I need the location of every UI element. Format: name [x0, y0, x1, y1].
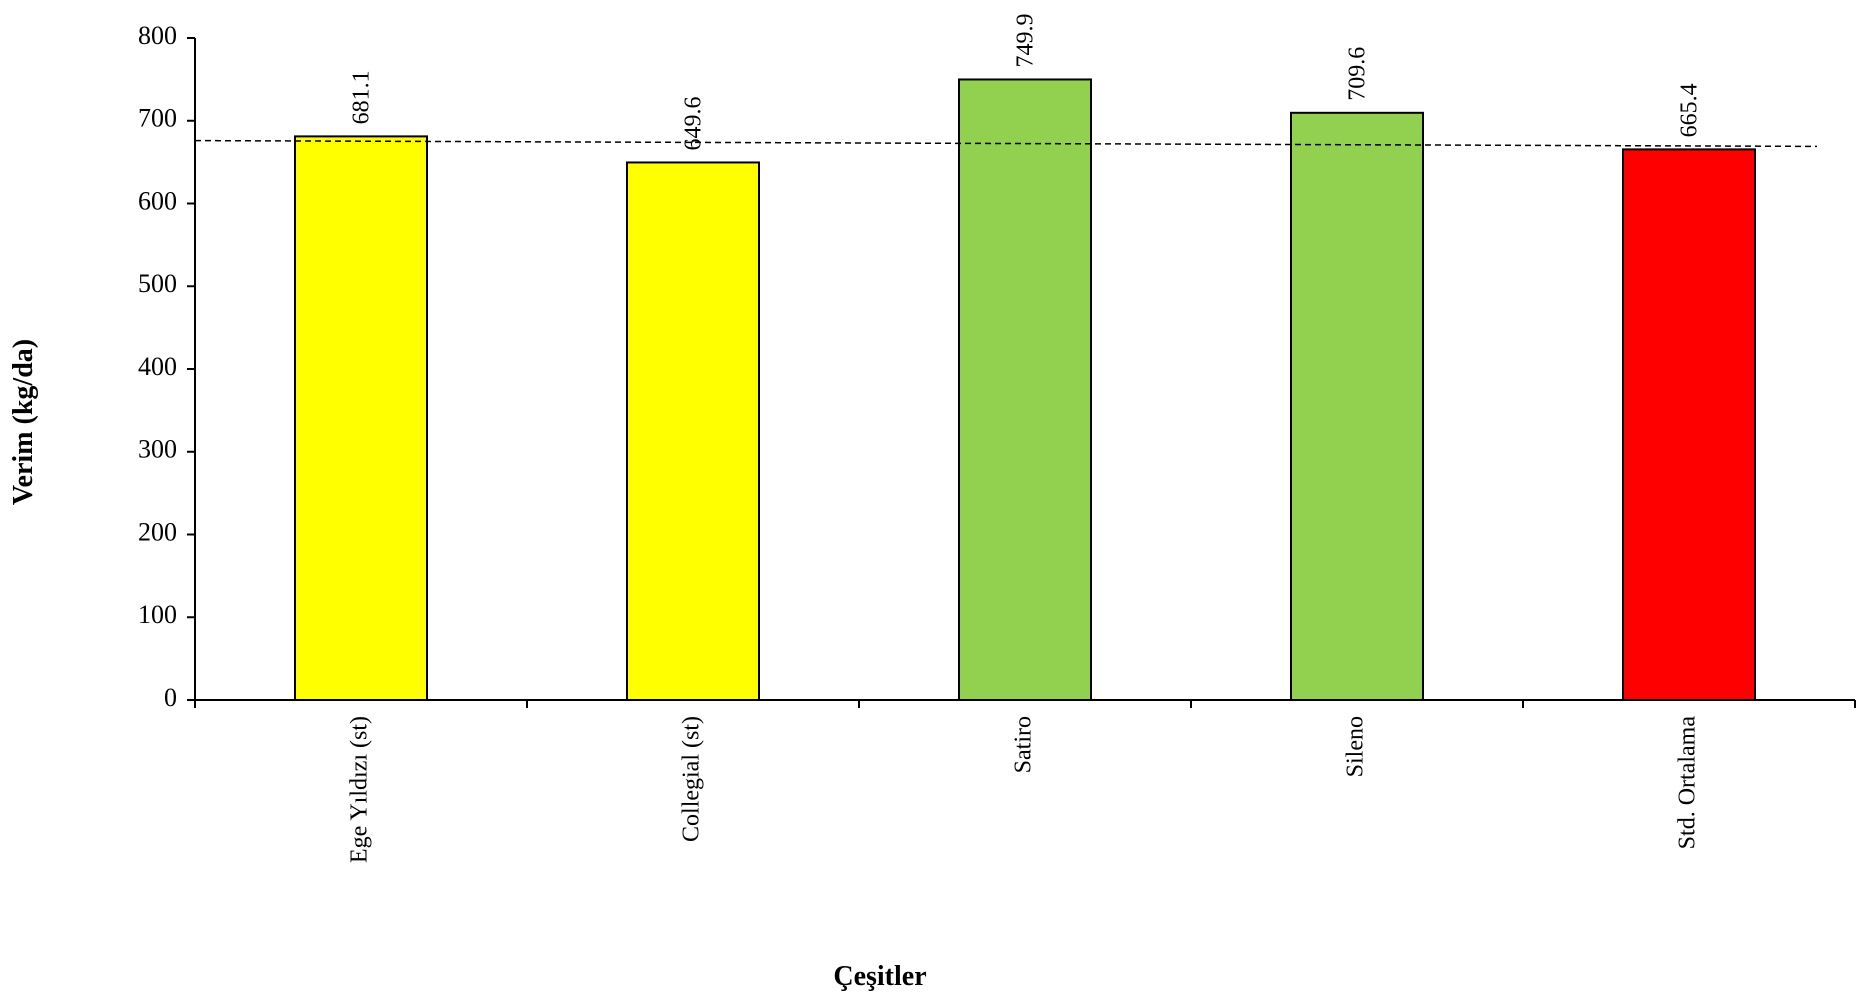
y-tick-label: 500 [138, 269, 177, 298]
x-tick-label: Ege Yıldızı (st) [347, 716, 373, 863]
y-tick-label: 0 [164, 683, 177, 712]
bar [1622, 148, 1756, 702]
x-tick-label: Collegial (st) [679, 716, 705, 842]
x-axis-title: Çeşitler [833, 961, 926, 992]
x-tick-label: Std. Ortalama [1675, 716, 1701, 850]
x-tick-label: Satiro [1011, 716, 1037, 773]
labels-layer: 681.1 Ege Yıldızı (st) 649.6 Collegial (st)… [138, 13, 1703, 863]
reference-line [194, 139, 1818, 148]
y-tick-label: 200 [138, 517, 177, 546]
data-label: 649.6 [681, 96, 707, 150]
y-tick-label: 300 [138, 435, 177, 464]
x-tick-label: Sileno [1343, 716, 1369, 777]
data-label: 749.9 [1013, 13, 1039, 67]
y-tick-label: 600 [138, 186, 177, 215]
y-axis-title: Verim (kg/da) [8, 339, 39, 505]
y-tick-label: 100 [138, 600, 177, 629]
bar [626, 161, 760, 701]
bar [294, 135, 428, 701]
y-tick-label: 800 [138, 21, 177, 50]
data-label: 709.6 [1345, 47, 1371, 101]
bar [958, 78, 1092, 701]
bar [1290, 111, 1424, 701]
y-tick-label: 400 [138, 352, 177, 381]
data-label: 665.4 [1677, 83, 1703, 137]
y-tick-label: 700 [138, 104, 177, 133]
bars-layer [294, 78, 1756, 702]
data-label: 681.1 [349, 70, 375, 124]
axes-layer [187, 37, 1856, 708]
